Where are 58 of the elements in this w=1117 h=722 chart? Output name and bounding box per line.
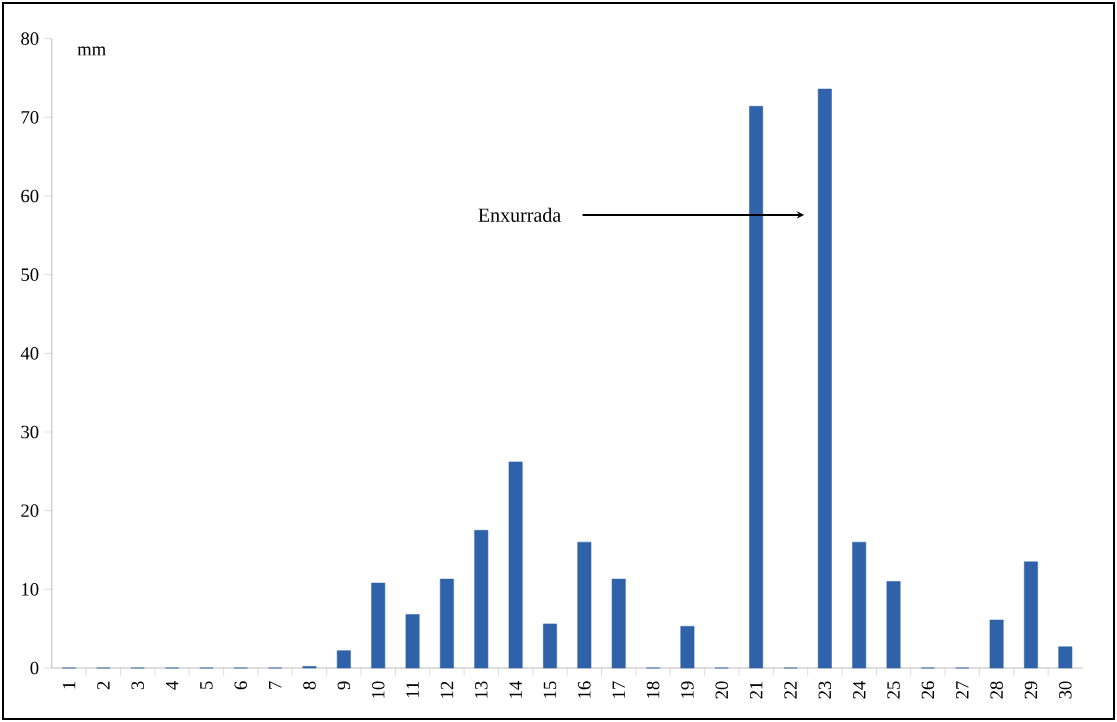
bar — [577, 541, 592, 669]
y-tick-label: 60 — [21, 189, 39, 203]
bar — [680, 626, 695, 669]
bar — [439, 578, 454, 669]
x-tick-label: 19 — [681, 681, 694, 698]
x-tick-label: 29 — [1024, 681, 1038, 699]
x-tick-label: 16 — [578, 681, 591, 698]
x-tick-label: 6 — [234, 681, 248, 690]
bar — [611, 578, 626, 669]
y-tick-label: 50 — [21, 268, 39, 281]
bar — [886, 581, 901, 669]
x-tick-label: 27 — [956, 681, 969, 699]
x-tick-label: 15 — [543, 681, 557, 698]
x-tick-label: 2 — [97, 681, 110, 690]
x-tick-label: 1 — [62, 681, 76, 689]
y-tick-label: 70 — [21, 111, 39, 124]
x-tick-label: 5 — [200, 681, 213, 689]
y-tick-label: 30 — [21, 425, 39, 439]
y-tick-label: 20 — [21, 504, 39, 517]
x-tick-label: 7 — [269, 681, 282, 689]
bar — [474, 530, 489, 669]
x-tick-label: 23 — [818, 681, 832, 699]
x-tick-label: 21 — [749, 681, 763, 699]
bar — [371, 582, 386, 669]
y-tick-label: 10 — [22, 583, 39, 596]
x-tick-label: 9 — [337, 681, 351, 690]
x-tick-label: 22 — [784, 681, 797, 699]
bar — [336, 650, 351, 669]
x-tick-label: 26 — [921, 681, 935, 699]
annotation: Enxurrada — [478, 207, 561, 222]
bar — [749, 106, 764, 669]
x-tick-label: 14 — [509, 680, 522, 698]
x-tick-label: 3 — [131, 681, 144, 690]
bar — [543, 623, 557, 669]
bar — [989, 619, 1004, 669]
bar — [852, 541, 867, 669]
x-tick-label: 30 — [1059, 681, 1072, 699]
x-tick-label: 4 — [165, 680, 179, 690]
x-tick-label: 17 — [612, 681, 625, 698]
x-tick-label: 18 — [646, 681, 660, 698]
bar — [405, 614, 420, 669]
x-tick-label: 11 — [406, 681, 419, 698]
x-tick-label: 25 — [887, 681, 900, 699]
bar — [508, 461, 523, 669]
x-tick-label: 13 — [475, 681, 488, 698]
x-tick-label: 24 — [853, 680, 866, 699]
bar — [817, 88, 832, 669]
bar — [1058, 646, 1073, 669]
bar — [1024, 561, 1038, 669]
x-tick-label: 20 — [715, 681, 729, 699]
y-tick-label: 0 — [30, 661, 39, 675]
y-axis-title: mm — [77, 46, 106, 56]
y-tick-label: 40 — [20, 347, 39, 360]
x-tick-label: 12 — [440, 681, 454, 698]
x-tick-label: 10 — [371, 681, 385, 698]
y-tick-label: 80 — [21, 32, 39, 45]
x-tick-label: 8 — [303, 681, 316, 690]
x-tick-label: 28 — [990, 681, 1003, 699]
